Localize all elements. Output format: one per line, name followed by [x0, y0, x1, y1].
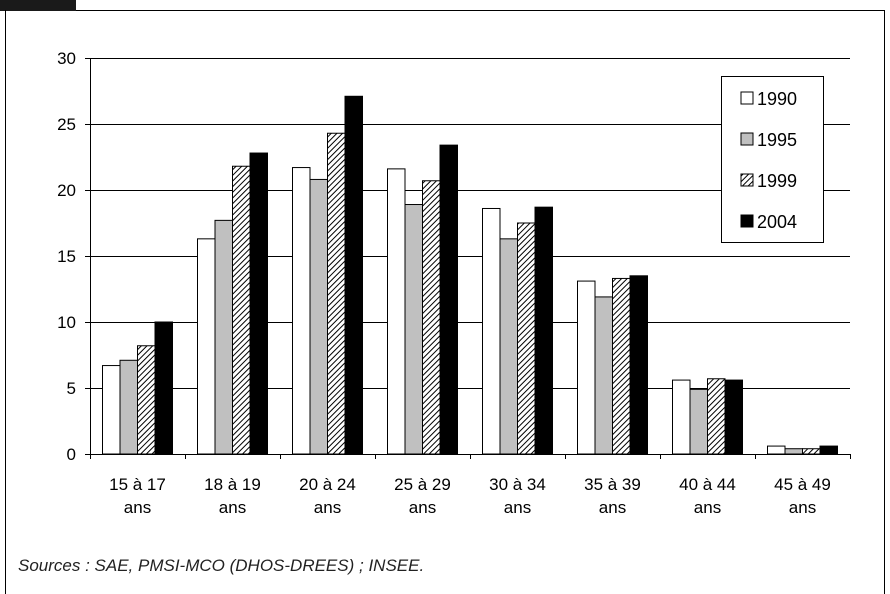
bar-1995-4: [499, 238, 518, 455]
bar-1999-3: [422, 180, 441, 455]
y-tick-label: 20: [57, 181, 76, 200]
x-tick-label: 30 à 34 ans: [489, 475, 546, 517]
x-tick-label-line: 15 à 17: [109, 475, 166, 494]
y-tick-label: 5: [67, 379, 76, 398]
y-tick-label: 30: [57, 49, 76, 68]
x-tick-label: 25 à 29 ans: [394, 475, 451, 517]
x-tick-label-line: ans: [314, 498, 341, 517]
bar-1990-5: [577, 280, 596, 455]
x-tick-label-line: ans: [409, 498, 436, 517]
legend-label-1999: 1999: [757, 171, 797, 191]
legend-box: [721, 76, 824, 243]
bar-1995-6: [689, 388, 708, 455]
tick-labels: 0 5 10 15 20 25 30 15 à 17 ans 18 à 19 ans 20 à 24 a…: [57, 49, 831, 517]
bar-2004-1: [249, 152, 268, 455]
legend-swatch-2004: [740, 214, 754, 228]
x-tick-label: 40 à 44 ans: [679, 475, 736, 517]
bar-1995-1: [214, 219, 233, 455]
x-tick-label: 35 à 39 ans: [584, 475, 641, 517]
bar-1995-2: [309, 178, 328, 455]
legend-label-1995: 1995: [757, 130, 797, 150]
legend-label-2004: 2004: [757, 212, 797, 232]
bar-1995-7: [784, 448, 803, 455]
x-tick-label: 15 à 17 ans: [109, 475, 166, 517]
x-tick-label-line: ans: [504, 498, 531, 517]
bar-1990-0: [102, 365, 121, 455]
bar-1999-5: [612, 277, 631, 455]
header-tab: [0, 0, 76, 11]
x-tick-label-line: 35 à 39: [584, 475, 641, 494]
legend-label-1990: 1990: [757, 89, 797, 109]
bar-1999-0: [137, 345, 156, 455]
x-tick-label-line: ans: [219, 498, 246, 517]
bar-1995-3: [404, 204, 423, 455]
bar-1990-6: [672, 379, 691, 455]
bar-2004-4: [534, 206, 553, 455]
bar-1990-2: [292, 167, 311, 455]
x-tick-label: 18 à 19 ans: [204, 475, 261, 517]
x-tick-label-line: 18 à 19: [204, 475, 261, 494]
bar-2004-6: [724, 379, 743, 455]
x-tick-label-line: 25 à 29: [394, 475, 451, 494]
source-note: Sources : SAE, PMSI-MCO (DHOS-DREES) ; I…: [18, 556, 425, 575]
bar-1995-0: [119, 359, 138, 455]
x-tick-label-line: 20 à 24: [299, 475, 356, 494]
bar-1999-4: [517, 222, 536, 455]
axes: [85, 58, 851, 459]
legend-swatch-1999: [740, 173, 754, 187]
bar-1990-3: [387, 168, 406, 455]
bar-2004-7: [819, 445, 838, 455]
x-tick-label-line: 40 à 44: [679, 475, 736, 494]
y-tick-label: 25: [57, 115, 76, 134]
bar-1999-2: [327, 132, 346, 455]
bar-1990-1: [197, 238, 216, 455]
bar-1990-7: [767, 445, 786, 455]
bar-2004-0: [154, 321, 173, 455]
bar-1995-5: [594, 296, 613, 455]
bar-1990-4: [482, 207, 501, 455]
bar-1999-1: [232, 165, 251, 455]
x-tick-label: 20 à 24 ans: [299, 475, 356, 517]
bar-1999-7: [802, 448, 821, 455]
bars: [102, 95, 838, 455]
legend-swatch-1995: [740, 132, 754, 146]
x-tick-label-line: 30 à 34: [489, 475, 546, 494]
y-tick-label: 15: [57, 247, 76, 266]
legend-swatch-1990: [740, 91, 754, 105]
bar-1999-6: [707, 378, 726, 455]
bar-2004-3: [439, 144, 458, 455]
x-tick-label-line: ans: [599, 498, 626, 517]
x-tick-label: 45 à 49 ans: [774, 475, 831, 517]
y-tick-label: 0: [67, 445, 76, 464]
x-tick-label-line: ans: [124, 498, 151, 517]
y-tick-label: 10: [57, 313, 76, 332]
x-tick-label-line: ans: [694, 498, 721, 517]
x-tick-label-line: ans: [789, 498, 816, 517]
x-tick-label-line: 45 à 49: [774, 475, 831, 494]
legend: 1990 1995 1999 2004: [721, 76, 824, 243]
bar-2004-5: [629, 275, 648, 455]
bar-2004-2: [344, 95, 363, 455]
